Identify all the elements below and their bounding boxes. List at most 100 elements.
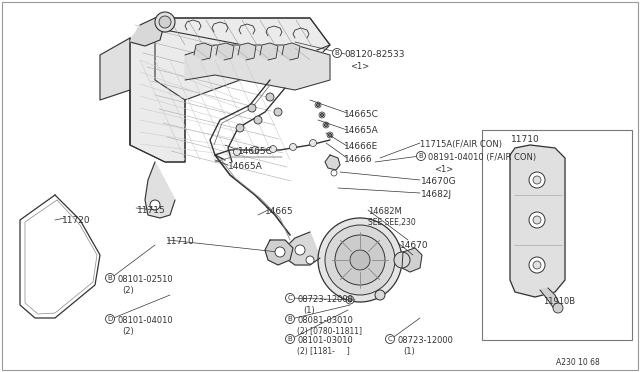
Text: 14665A: 14665A [228, 162, 263, 171]
Text: C: C [287, 295, 292, 301]
Text: 11715A(F/AIR CON): 11715A(F/AIR CON) [420, 140, 502, 149]
Text: (2) [1181-     ]: (2) [1181- ] [297, 347, 349, 356]
Circle shape [269, 145, 276, 153]
Circle shape [150, 200, 160, 210]
Text: 14665A: 14665A [344, 126, 379, 135]
Circle shape [285, 334, 294, 343]
Text: B: B [335, 50, 339, 56]
Circle shape [306, 256, 314, 264]
Text: 14665C: 14665C [238, 147, 273, 156]
Polygon shape [130, 18, 185, 162]
Bar [482, 130, 632, 340]
Text: B: B [108, 275, 113, 281]
Circle shape [533, 261, 541, 269]
Circle shape [285, 314, 294, 324]
Polygon shape [282, 43, 300, 60]
Circle shape [155, 12, 175, 32]
Text: 11910B: 11910B [543, 297, 575, 306]
Circle shape [248, 104, 256, 112]
Text: <1>: <1> [350, 62, 369, 71]
Circle shape [324, 124, 328, 126]
Circle shape [533, 176, 541, 184]
Circle shape [333, 48, 342, 58]
Circle shape [375, 290, 385, 300]
Polygon shape [185, 45, 330, 90]
Text: 08101-04010: 08101-04010 [117, 316, 173, 325]
Text: B: B [287, 336, 292, 342]
Text: 11720: 11720 [62, 216, 91, 225]
Text: 08723-12000: 08723-12000 [297, 295, 353, 304]
Circle shape [315, 102, 321, 108]
Text: <1>: <1> [434, 165, 453, 174]
Circle shape [394, 252, 410, 268]
Circle shape [335, 235, 385, 285]
Circle shape [348, 298, 352, 302]
Circle shape [346, 296, 354, 304]
Text: SEE SEE,230: SEE SEE,230 [368, 218, 416, 227]
Circle shape [275, 247, 285, 257]
Text: (2) [0780-11811]: (2) [0780-11811] [297, 327, 362, 336]
Circle shape [289, 144, 296, 151]
Text: (1): (1) [403, 347, 415, 356]
Text: 11710: 11710 [511, 135, 540, 144]
Text: 14670G: 14670G [421, 177, 456, 186]
Circle shape [325, 225, 395, 295]
Text: 14665: 14665 [265, 207, 294, 216]
Polygon shape [130, 18, 165, 46]
Circle shape [328, 134, 332, 137]
Circle shape [266, 93, 274, 101]
Circle shape [417, 151, 426, 160]
Text: B: B [287, 316, 292, 322]
Text: 14666E: 14666E [344, 142, 378, 151]
Text: A230 10 68: A230 10 68 [556, 358, 600, 367]
Text: D: D [108, 316, 113, 322]
Circle shape [321, 113, 323, 116]
Polygon shape [145, 162, 175, 218]
Circle shape [310, 140, 317, 147]
Polygon shape [402, 248, 422, 272]
Polygon shape [325, 155, 340, 170]
Circle shape [553, 303, 563, 313]
Text: (1): (1) [303, 306, 315, 315]
Circle shape [106, 314, 115, 324]
Polygon shape [130, 18, 330, 162]
Text: 08191-04010 (F/AIR CON): 08191-04010 (F/AIR CON) [428, 153, 536, 162]
Polygon shape [216, 43, 234, 60]
Text: 14682M: 14682M [368, 207, 402, 216]
Circle shape [385, 334, 394, 343]
Text: 14666: 14666 [344, 155, 372, 164]
Circle shape [317, 103, 319, 106]
Polygon shape [285, 232, 320, 265]
Polygon shape [265, 240, 293, 265]
Text: 11715: 11715 [137, 206, 166, 215]
Circle shape [106, 273, 115, 282]
Polygon shape [194, 43, 212, 60]
Text: C: C [388, 336, 392, 342]
Text: B: B [419, 153, 424, 159]
Text: 08081-03010: 08081-03010 [297, 316, 353, 325]
Circle shape [252, 147, 259, 154]
Text: 14665C: 14665C [344, 110, 379, 119]
Polygon shape [260, 43, 278, 60]
Circle shape [529, 172, 545, 188]
Text: 08101-02510: 08101-02510 [117, 275, 173, 284]
Circle shape [236, 124, 244, 132]
Text: 08101-03010: 08101-03010 [297, 336, 353, 345]
Circle shape [529, 212, 545, 228]
Polygon shape [100, 38, 130, 145]
Circle shape [323, 122, 329, 128]
Polygon shape [238, 43, 256, 60]
Circle shape [350, 250, 370, 270]
Text: 08723-12000: 08723-12000 [397, 336, 453, 345]
Circle shape [274, 108, 282, 116]
Text: (2): (2) [122, 327, 134, 336]
Polygon shape [155, 18, 330, 55]
Circle shape [318, 218, 402, 302]
Text: 11710: 11710 [166, 237, 195, 246]
Circle shape [285, 294, 294, 302]
Circle shape [254, 116, 262, 124]
Text: (2): (2) [122, 286, 134, 295]
Text: 14682J: 14682J [421, 190, 452, 199]
Text: 14670: 14670 [400, 241, 429, 250]
Circle shape [159, 16, 171, 28]
